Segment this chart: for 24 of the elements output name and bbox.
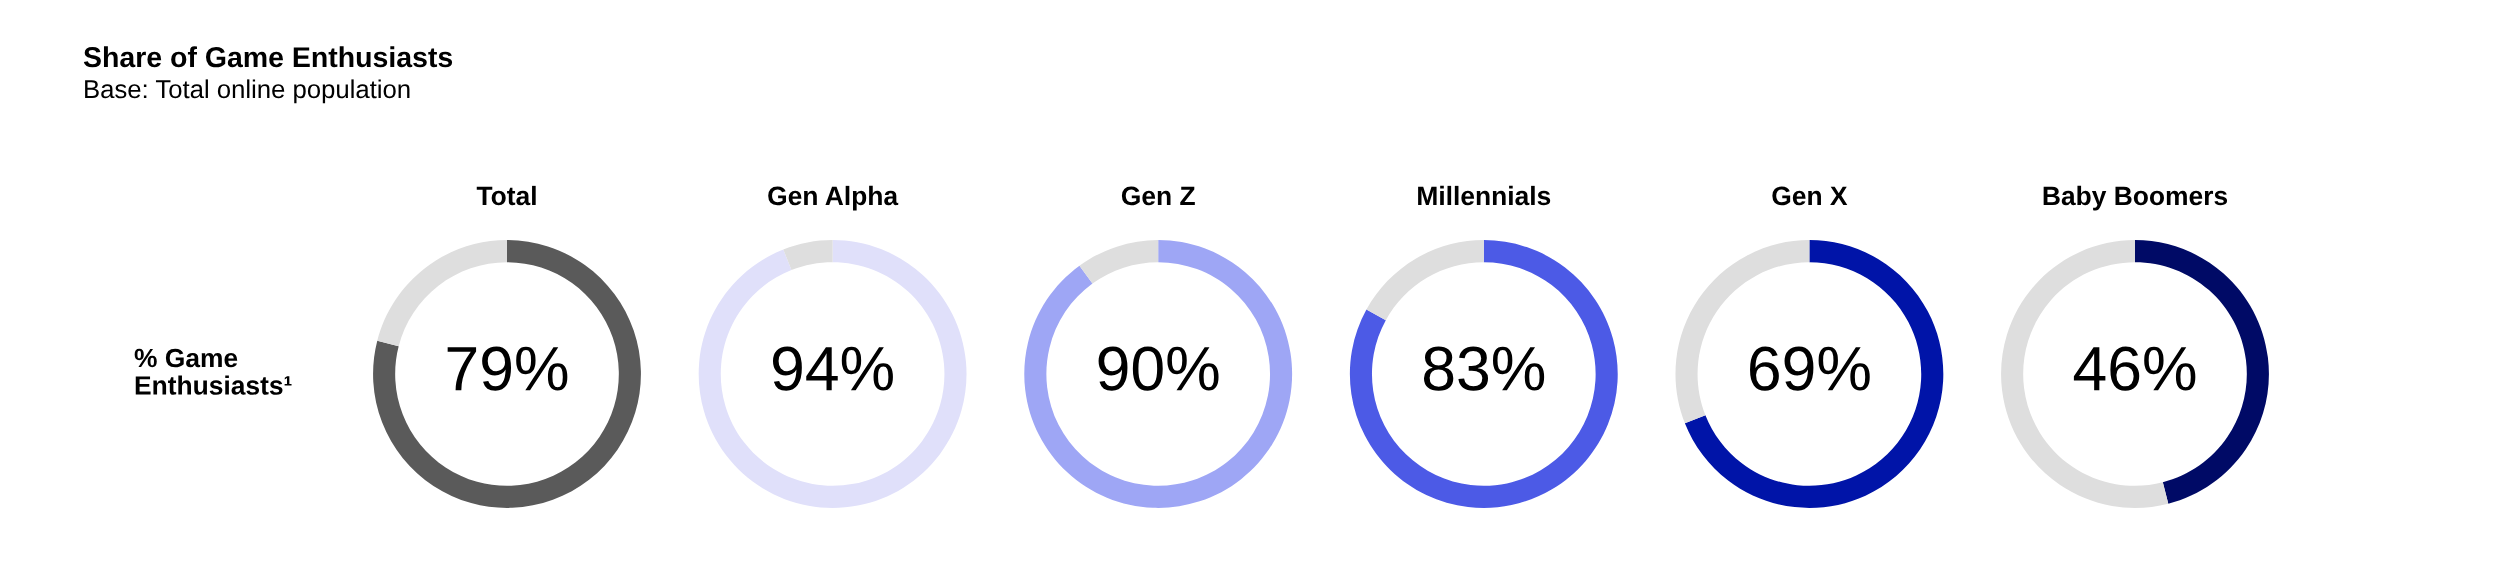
- donut-slice: [373, 240, 641, 508]
- donut-slice: [1366, 240, 1484, 321]
- text: Share of Game Enthusiasts: [83, 46, 453, 68]
- data-label: 94%: [772, 346, 893, 391]
- donut-slice: [1079, 240, 1159, 284]
- donut-slice: [698, 240, 967, 508]
- text: % Game Enthusiasts¹: [134, 348, 292, 395]
- data-label: 79%: [447, 346, 568, 391]
- donut-slice: [377, 240, 507, 347]
- text: Base: Total online population: [85, 79, 410, 104]
- donut-slice: [1684, 240, 1944, 508]
- data-label: 90%: [1098, 346, 1219, 391]
- chart-title: Gen Alpha: [768, 185, 899, 211]
- chart-title: Total: [476, 185, 536, 206]
- chart-title: Baby Boomers: [2043, 185, 2228, 211]
- data-label: 69%: [1750, 346, 1870, 391]
- donut-slice: [783, 240, 833, 271]
- chart-title: Millennials: [1418, 185, 1551, 206]
- chart-title: Gen X: [1772, 186, 1848, 206]
- data-label: 83%: [1423, 346, 1545, 391]
- donut-slice: [1024, 240, 1293, 508]
- data-label: 46%: [2073, 346, 2196, 391]
- chart-title: Gen Z: [1121, 186, 1195, 206]
- donut-slice: [1349, 240, 1618, 508]
